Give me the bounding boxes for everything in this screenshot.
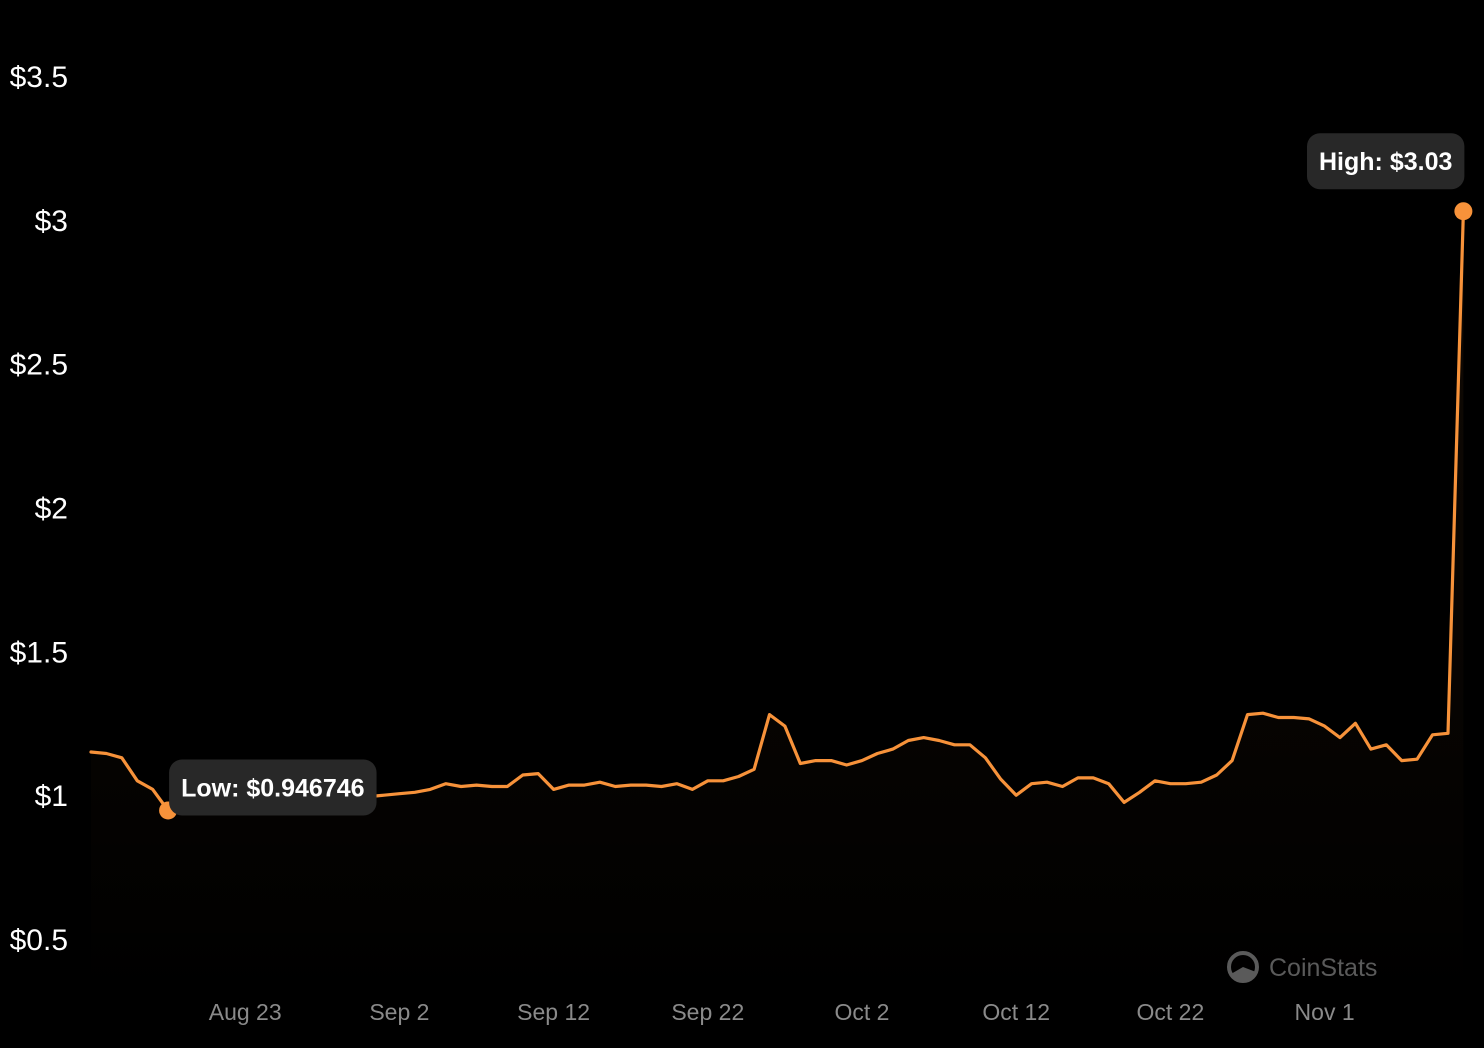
y-tick-label: $3 [35,205,68,238]
x-tick-label: Sep 2 [369,999,429,1025]
y-tick-label: $2.5 [10,349,68,382]
price-area-fill [91,211,1464,1000]
high-label: High: $3.03 [1319,148,1452,176]
x-tick-label: Nov 1 [1295,999,1355,1025]
y-tick-label: $0.5 [10,924,68,957]
y-tick-label: $3.5 [10,61,68,94]
y-tick-label: $2 [35,493,68,526]
watermark: CoinStats [1227,951,1377,983]
x-tick-label: Oct 22 [1137,999,1205,1025]
x-tick-label: Aug 23 [209,999,282,1025]
y-tick-label: $1.5 [10,636,68,669]
y-tick-label: $1 [35,780,68,813]
high-marker: High: $3.03 [1307,133,1473,221]
y-axis: $3.5 $3 $2.5 $2 $1.5 $1 $0.5 [10,61,68,957]
high-tooltip [1307,133,1465,190]
x-tick-label: Sep 12 [517,999,590,1025]
x-tick-label: Oct 12 [982,999,1050,1025]
x-tick-label: Oct 2 [835,999,890,1025]
low-marker: Low: $0.946746 [159,759,377,820]
x-tick-label: Sep 22 [671,999,744,1025]
low-tooltip [169,759,377,816]
x-axis: Aug 23 Sep 2 Sep 12 Sep 22 Oct 2 Oct 12 Oct 22… [209,999,1355,1025]
low-label: Low: $0.946746 [181,774,364,802]
coinstats-logo-icon [1227,951,1259,983]
high-point [1454,202,1473,221]
watermark-text: CoinStats [1269,954,1377,982]
